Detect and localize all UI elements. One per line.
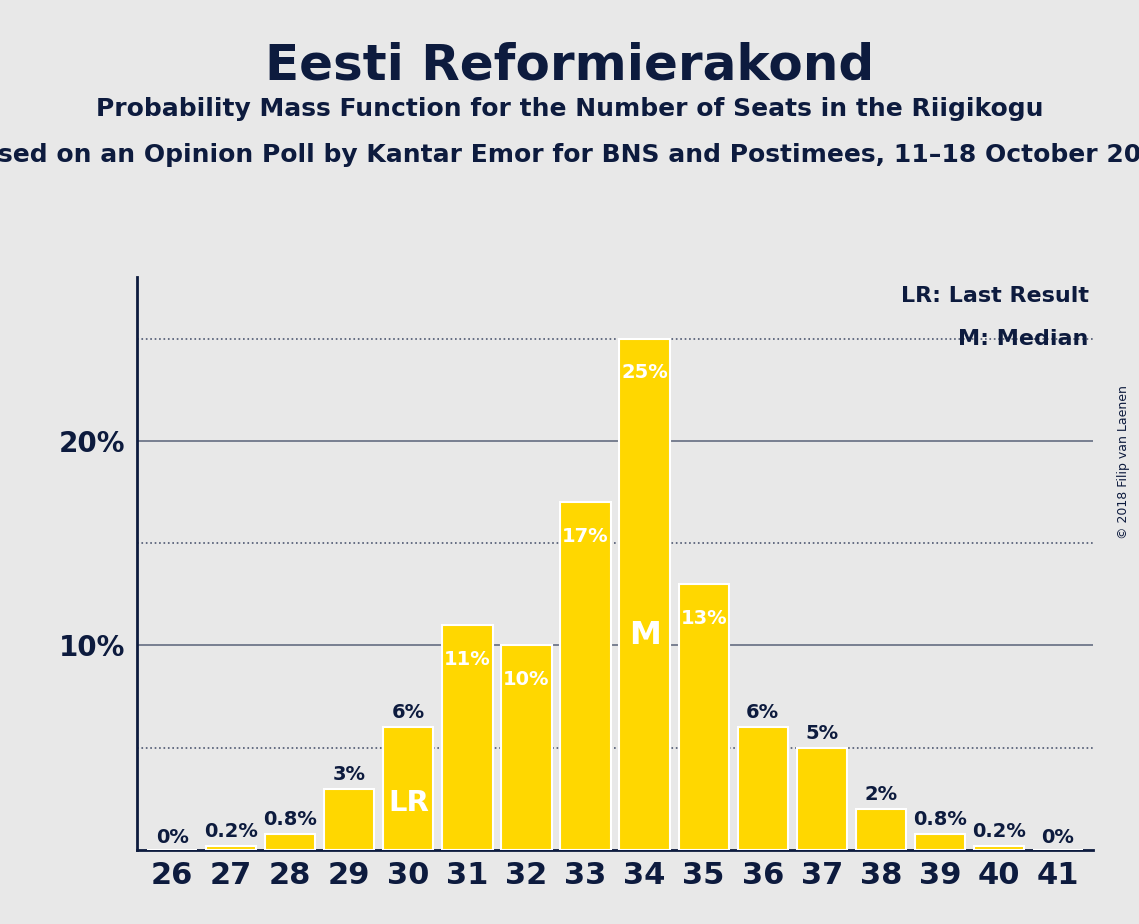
Text: 10%: 10% (503, 670, 550, 689)
Bar (501, 646, 551, 850)
Text: Probability Mass Function for the Number of Seats in the Riigikogu: Probability Mass Function for the Number… (96, 97, 1043, 121)
Bar (620, 338, 670, 850)
Text: 11%: 11% (444, 650, 491, 669)
Text: © 2018 Filip van Laenen: © 2018 Filip van Laenen (1117, 385, 1130, 539)
Text: 3%: 3% (333, 764, 366, 784)
Text: 0.8%: 0.8% (913, 809, 967, 829)
Text: M: M (629, 620, 661, 650)
Text: 5%: 5% (805, 723, 838, 743)
Text: 6%: 6% (746, 703, 779, 723)
Bar (915, 833, 965, 850)
Bar (855, 809, 906, 850)
Bar (738, 727, 788, 850)
Text: LR: LR (388, 789, 428, 818)
Text: 0%: 0% (156, 828, 189, 847)
Text: 17%: 17% (563, 527, 609, 546)
Text: 25%: 25% (621, 363, 667, 383)
Bar (679, 584, 729, 850)
Text: 0.8%: 0.8% (263, 809, 317, 829)
Text: 2%: 2% (865, 785, 898, 804)
Bar (442, 625, 492, 850)
Bar (206, 846, 256, 850)
Text: Eesti Reformierakond: Eesti Reformierakond (265, 42, 874, 90)
Text: 6%: 6% (392, 703, 425, 723)
Text: LR: Last Result: LR: Last Result (901, 286, 1089, 306)
Text: 0.2%: 0.2% (204, 821, 259, 841)
Bar (974, 846, 1024, 850)
Text: Based on an Opinion Poll by Kantar Emor for BNS and Postimees, 11–18 October 201: Based on an Opinion Poll by Kantar Emor … (0, 143, 1139, 167)
Bar (265, 833, 316, 850)
Text: 0.2%: 0.2% (972, 821, 1026, 841)
Bar (560, 503, 611, 850)
Bar (796, 748, 847, 850)
Text: 13%: 13% (680, 609, 727, 627)
Bar (383, 727, 434, 850)
Bar (325, 789, 375, 850)
Text: 0%: 0% (1041, 828, 1074, 847)
Text: M: Median: M: Median (958, 329, 1089, 348)
